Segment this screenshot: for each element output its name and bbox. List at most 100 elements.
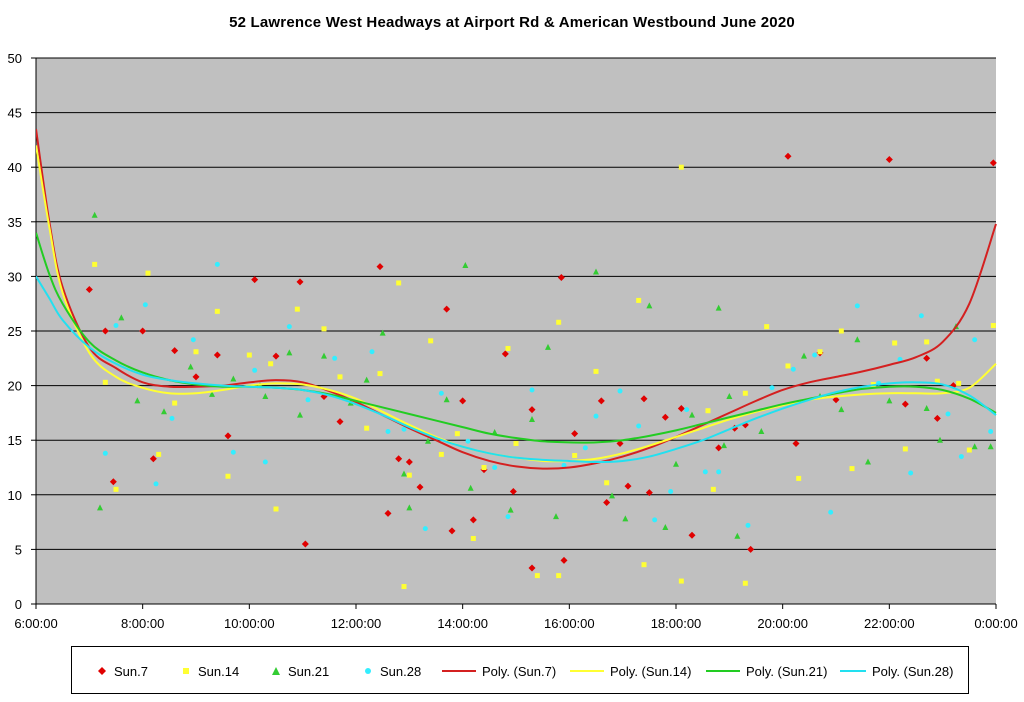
data-point-Sun.21 — [758, 427, 765, 434]
data-point-Sun.7 — [224, 432, 232, 440]
legend-label: Sun.14 — [198, 663, 240, 679]
legend-label: Sun.21 — [288, 663, 330, 679]
data-point-Sun.28 — [908, 470, 914, 476]
data-point-Sun.28 — [769, 385, 775, 391]
y-tick-label: 45 — [8, 106, 22, 121]
data-point-Sun.14 — [705, 408, 711, 414]
data-point-Sun.14 — [92, 261, 98, 267]
data-point-Sun.21 — [97, 504, 103, 511]
data-point-Sun.7 — [571, 430, 579, 438]
data-point-Sun.21 — [467, 484, 474, 491]
data-point-Sun.14 — [193, 349, 199, 355]
legend-label: Poly. (Sun.7) — [482, 663, 557, 679]
data-point-Sun.28 — [652, 517, 658, 523]
data-point-Sun.14 — [742, 580, 748, 586]
data-point-Sun.7 — [301, 540, 309, 548]
data-point-Sun.21 — [715, 304, 722, 311]
data-point-Sun.21 — [443, 396, 450, 403]
data-point-Sun.7 — [688, 531, 696, 539]
legend-label: Poly. (Sun.21) — [746, 663, 828, 679]
data-point-Sun.28 — [438, 390, 444, 396]
data-point-Sun.14 — [401, 584, 407, 590]
data-point-Sun.28 — [492, 465, 498, 470]
data-point-Sun.21 — [230, 375, 237, 382]
legend-marker-diamond-icon — [98, 667, 106, 675]
data-point-Sun.7 — [192, 373, 200, 381]
data-point-Sun.21 — [363, 376, 370, 383]
data-point-Sun.7 — [661, 413, 669, 421]
data-point-Sun.21 — [134, 397, 141, 404]
data-point-Sun.7 — [443, 305, 451, 313]
data-point-Sun.14 — [678, 164, 684, 170]
data-point-Sun.21 — [545, 343, 551, 350]
data-point-Sun.21 — [726, 393, 733, 400]
data-point-Sun.7 — [640, 395, 648, 403]
data-point-Sun.28 — [190, 337, 196, 343]
data-point-Sun.28 — [617, 388, 623, 394]
x-tick-label: 12:00:00 — [331, 616, 382, 631]
data-point-Sun.28 — [529, 387, 535, 393]
data-point-Sun.28 — [636, 423, 642, 429]
legend-label: Sun.7 — [114, 663, 148, 679]
data-point-Sun.14 — [817, 349, 823, 355]
data-point-Sun.28 — [790, 366, 796, 372]
data-point-Sun.14 — [572, 452, 578, 458]
data-point-Sun.7 — [272, 352, 280, 360]
data-point-Sun.21 — [321, 352, 327, 359]
legend-marker-square-icon — [183, 668, 189, 674]
x-tick-label: 22:00:00 — [864, 616, 915, 631]
data-point-Sun.14 — [966, 447, 972, 453]
data-point-Sun.7 — [597, 397, 605, 405]
data-point-Sun.7 — [832, 396, 840, 404]
data-point-Sun.28 — [593, 413, 599, 419]
data-point-Sun.21 — [379, 329, 386, 336]
chart-title: 52 Lawrence West Headways at Airport Rd … — [229, 14, 795, 31]
legend-item-poly-sun28: Poly. (Sun.28) — [840, 662, 953, 680]
data-point-Sun.21 — [987, 443, 994, 450]
data-point-Sun.21 — [971, 443, 978, 450]
chart-legend: Sun.7 Sun.14 Sun.21 Sun.28 Poly. (Sun.7)… — [71, 646, 969, 694]
data-point-Sun.7 — [616, 439, 624, 447]
data-point-Sun.28 — [169, 415, 175, 421]
legend-label: Sun.28 — [380, 663, 422, 679]
chart-plot: 0 5 10 15 20 25 30 35 40 45 50 6:00:00 8:00:00 10:00:… — [8, 51, 1018, 631]
y-tick-label: 40 — [8, 160, 22, 175]
x-tick-label: 6:00:00 — [14, 616, 57, 631]
legend-item-poly-sun21: Poly. (Sun.21) — [706, 662, 827, 680]
trendline-Poly. (Sun.28) — [36, 275, 997, 464]
data-point-Sun.14 — [636, 297, 642, 303]
y-tick-label: 5 — [15, 542, 22, 557]
data-point-Sun.28 — [918, 313, 924, 319]
data-point-Sun.14 — [678, 578, 684, 584]
data-point-Sun.14 — [764, 324, 770, 330]
data-point-Sun.7 — [213, 351, 221, 359]
data-point-Sun.14 — [849, 466, 855, 472]
data-point-Sun.7 — [509, 488, 517, 496]
data-point-Sun.21 — [593, 268, 599, 275]
data-point-Sun.21 — [838, 406, 845, 413]
data-point-Sun.7 — [528, 564, 536, 572]
data-point-Sun.7 — [376, 263, 384, 271]
data-point-Sun.28 — [561, 462, 567, 468]
data-point-Sun.28 — [113, 323, 119, 329]
data-point-Sun.7 — [923, 354, 931, 362]
y-tick-label: 25 — [8, 324, 22, 339]
data-point-Sun.28 — [716, 469, 722, 475]
data-point-Sun.14 — [956, 380, 962, 386]
data-point-Sun.21 — [609, 492, 615, 499]
data-point-Sun.14 — [113, 486, 119, 492]
data-point-Sun.28 — [702, 469, 708, 475]
data-point-Sun.7 — [747, 545, 755, 553]
y-tick-label: 35 — [8, 215, 22, 230]
legend-line-icon — [442, 670, 476, 672]
data-point-Sun.14 — [321, 326, 327, 332]
data-point-Sun.7 — [416, 483, 424, 491]
data-point-Sun.21 — [118, 314, 125, 321]
data-point-Sun.21 — [425, 437, 431, 444]
data-point-Sun.28 — [422, 526, 428, 532]
data-point-Sun.21 — [865, 458, 871, 465]
data-point-Sun.14 — [145, 270, 151, 276]
data-point-Sun.14 — [990, 323, 996, 329]
data-point-Sun.21 — [646, 302, 653, 309]
data-point-Sun.7 — [560, 556, 568, 564]
